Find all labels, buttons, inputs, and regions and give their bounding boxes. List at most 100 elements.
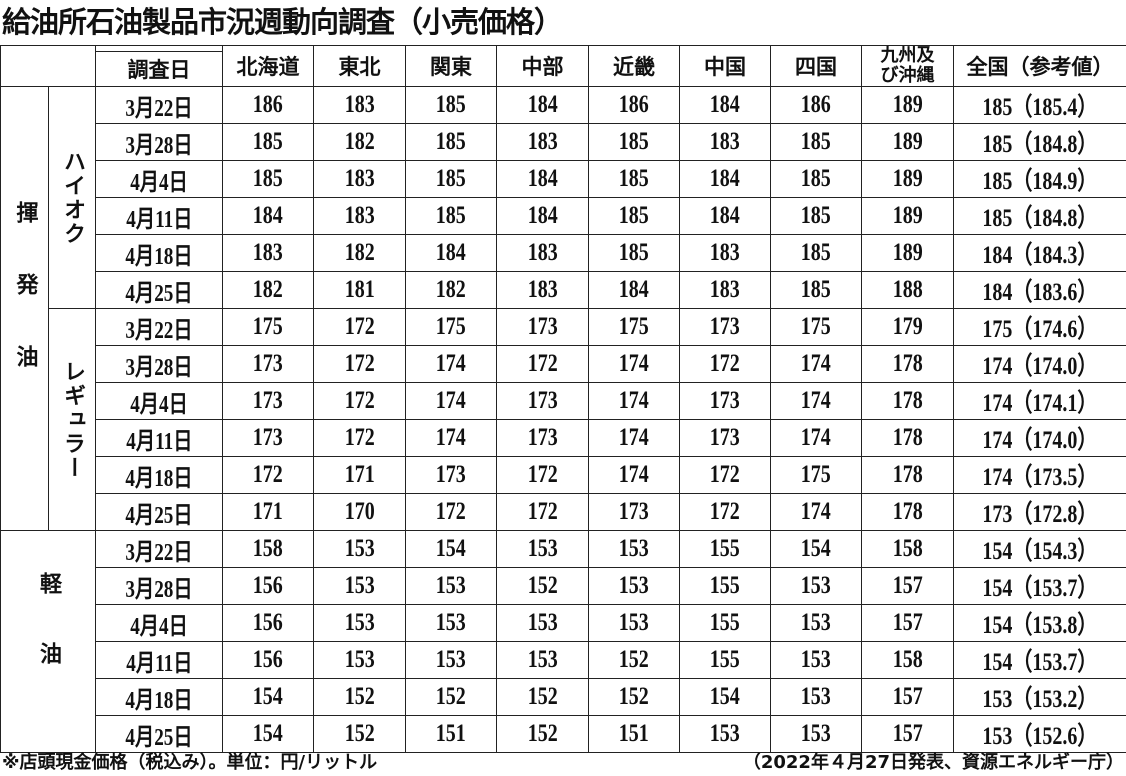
date-cell: 3月22日 bbox=[95, 308, 223, 346]
price-cell: 174 bbox=[405, 345, 497, 383]
price-cell: 152 bbox=[405, 678, 497, 716]
price-cell: 153 bbox=[770, 604, 862, 642]
price-cell: 174 bbox=[770, 419, 862, 457]
price-value: 186 bbox=[801, 91, 831, 118]
price-value: 152 bbox=[436, 683, 466, 710]
price-value: 184 bbox=[527, 202, 558, 229]
date-cell: 4月4日 bbox=[95, 604, 223, 642]
price-value: 174 bbox=[801, 387, 831, 414]
price-cell: 153 bbox=[313, 604, 406, 642]
price-value: 154（154.3） bbox=[982, 538, 1098, 565]
price-cell: 172 bbox=[679, 345, 771, 383]
price-value: 174（174.1） bbox=[982, 390, 1098, 417]
price-value: 175 bbox=[801, 461, 831, 488]
price-value: 151 bbox=[619, 720, 649, 747]
price-cell: 155 bbox=[679, 567, 771, 605]
price-cell: 185 bbox=[588, 234, 680, 272]
date-cell: 4月25日 bbox=[95, 493, 223, 531]
price-cell: 185 bbox=[770, 271, 862, 309]
price-cell: 153 bbox=[313, 567, 406, 605]
fuel-type-text: レギュラー bbox=[60, 359, 85, 480]
price-cell: 175 bbox=[770, 456, 862, 494]
price-value: 184 bbox=[710, 202, 740, 229]
price-value: 173 bbox=[253, 424, 283, 451]
price-value: 155 bbox=[710, 646, 740, 673]
price-value: 173 bbox=[710, 387, 740, 414]
price-value: 185 bbox=[619, 239, 649, 266]
price-cell: 184 bbox=[679, 197, 771, 235]
fuel-group-label: 軽油 bbox=[0, 530, 96, 753]
price-cell: 189 bbox=[861, 234, 954, 272]
price-cell: 184（184.3） bbox=[953, 234, 1126, 272]
price-value: 182 bbox=[253, 276, 283, 303]
price-cell: 172 bbox=[496, 456, 589, 494]
region-header: 四国 bbox=[770, 45, 862, 87]
price-value: 184 bbox=[619, 276, 649, 303]
price-value: 172 bbox=[710, 498, 740, 525]
table-row: 4月18日 154 152 152 152 152 154 153 157 153（153.2） bbox=[1, 678, 1126, 716]
price-value: 173 bbox=[527, 387, 558, 414]
price-value: 174 bbox=[619, 350, 649, 377]
price-cell: 183 bbox=[496, 234, 589, 272]
price-value: 153 bbox=[436, 572, 466, 599]
date-text: 4月11日 bbox=[125, 206, 193, 233]
price-value: 154 bbox=[253, 683, 283, 710]
price-cell: 178 bbox=[861, 493, 954, 531]
price-value: 175 bbox=[801, 313, 831, 340]
price-cell: 183 bbox=[496, 123, 589, 161]
date-text: 4月18日 bbox=[125, 465, 193, 492]
price-cell: 184 bbox=[405, 234, 497, 272]
date-text: 4月18日 bbox=[125, 687, 193, 714]
price-cell: 175（174.6） bbox=[953, 308, 1126, 346]
price-cell: 153 bbox=[496, 530, 589, 568]
price-value: 153 bbox=[344, 572, 375, 599]
price-cell: 185 bbox=[588, 197, 680, 235]
price-cell: 152 bbox=[496, 567, 589, 605]
date-cell: 4月4日 bbox=[95, 382, 223, 420]
price-cell: 154 bbox=[679, 678, 771, 716]
region-header: 近畿 bbox=[588, 45, 680, 87]
price-value: 183 bbox=[527, 276, 558, 303]
price-value: 172 bbox=[253, 461, 283, 488]
price-value: 173 bbox=[710, 313, 740, 340]
price-cell: 185（184.8） bbox=[953, 123, 1126, 161]
price-cell: 184 bbox=[222, 197, 314, 235]
page-title: 給油所石油製品市況週動向調査（小売価格） bbox=[2, 5, 563, 39]
price-cell: 185 bbox=[770, 234, 862, 272]
price-cell: 172 bbox=[679, 493, 771, 531]
price-value: 185 bbox=[436, 165, 466, 192]
price-value: 157 bbox=[892, 609, 923, 636]
price-cell: 178 bbox=[861, 345, 954, 383]
region-header: 中国 bbox=[679, 45, 771, 87]
price-cell: 152 bbox=[496, 678, 589, 716]
price-value: 154 bbox=[436, 535, 466, 562]
price-value: 172 bbox=[710, 350, 740, 377]
price-cell: 153 bbox=[770, 715, 862, 753]
price-value: 173 bbox=[527, 424, 558, 451]
price-cell: 179 bbox=[861, 308, 954, 346]
price-cell: 181 bbox=[313, 271, 406, 309]
price-cell: 174（173.5） bbox=[953, 456, 1126, 494]
price-cell: 172 bbox=[313, 382, 406, 420]
price-cell: 178 bbox=[861, 419, 954, 457]
price-value: 179 bbox=[892, 313, 923, 340]
price-cell: 173 bbox=[679, 308, 771, 346]
price-value: 185（184.9） bbox=[982, 168, 1098, 195]
price-cell: 174 bbox=[588, 345, 680, 383]
price-cell: 154（154.3） bbox=[953, 530, 1126, 568]
price-value: 156 bbox=[253, 646, 283, 673]
price-value: 157 bbox=[892, 572, 923, 599]
price-cell: 173 bbox=[222, 382, 314, 420]
price-cell: 171 bbox=[222, 493, 314, 531]
price-cell: 185 bbox=[770, 123, 862, 161]
price-value: 154 bbox=[710, 683, 740, 710]
price-cell: 183 bbox=[313, 197, 406, 235]
price-value: 184 bbox=[710, 165, 740, 192]
price-cell: 185 bbox=[405, 123, 497, 161]
date-cell: 4月18日 bbox=[95, 456, 223, 494]
price-cell: 185 bbox=[770, 197, 862, 235]
price-value: 189 bbox=[892, 202, 923, 229]
price-cell: 158 bbox=[222, 530, 314, 568]
price-value: 185 bbox=[619, 128, 649, 155]
price-value: 153 bbox=[619, 572, 649, 599]
